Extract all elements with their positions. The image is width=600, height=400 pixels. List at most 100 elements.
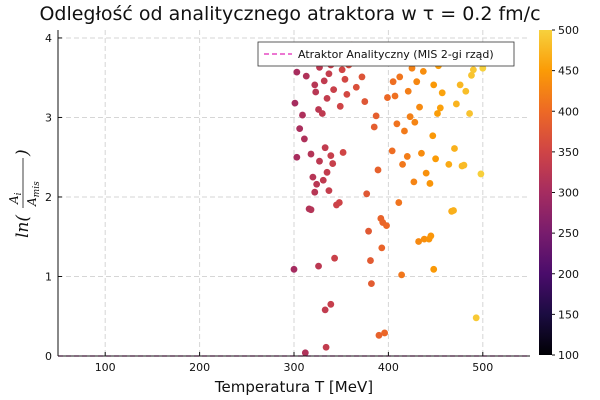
- scatter-point: [291, 99, 299, 107]
- scatter-point: [472, 314, 480, 322]
- scatter-point: [300, 135, 308, 143]
- scatter-point: [339, 149, 347, 156]
- scatter-point: [327, 152, 335, 160]
- scatter-point: [396, 73, 404, 81]
- colorbar-tick-label: 500: [558, 24, 579, 37]
- scatter-point: [420, 235, 428, 243]
- scatter-point: [363, 190, 371, 198]
- scatter-point: [319, 176, 327, 184]
- scatter-point: [378, 244, 386, 252]
- scatter-point: [321, 306, 329, 314]
- scatter-point: [307, 150, 315, 158]
- scatter-point: [301, 349, 309, 357]
- y-label-numerator: Ai: [7, 192, 24, 205]
- scatter-point: [460, 161, 468, 169]
- colorbar-tick-label: 300: [558, 187, 579, 200]
- scatter-point: [418, 149, 425, 157]
- scatter-point: [327, 300, 335, 308]
- scatter-point: [322, 343, 330, 351]
- scatter-point: [343, 91, 351, 98]
- colorbar-tick-label: 150: [558, 308, 579, 321]
- colorbar-tick-label: 200: [558, 268, 579, 281]
- scatter-point: [419, 67, 427, 75]
- scatter-point: [456, 81, 464, 89]
- scatter-point: [427, 232, 435, 240]
- scatter-point: [336, 102, 344, 110]
- scatter-point: [399, 160, 406, 168]
- scatter-point: [374, 166, 382, 174]
- scatter-point: [315, 262, 322, 270]
- x-tick-label: 300: [284, 361, 305, 374]
- scatter-point: [416, 103, 423, 111]
- x-tick-label: 500: [472, 361, 493, 374]
- y-label-prefix: ln(: [13, 215, 33, 238]
- scatter-point: [469, 66, 477, 74]
- scatter-point: [323, 168, 331, 176]
- scatter-point: [410, 178, 418, 186]
- scatter-point: [341, 75, 349, 83]
- scatter-point: [451, 145, 458, 152]
- scatter-point: [372, 112, 380, 120]
- scatter-point: [450, 207, 457, 214]
- scatter-point: [302, 72, 310, 80]
- scatter-point: [436, 104, 444, 112]
- colorbar-tick-label: 350: [558, 146, 579, 159]
- scatter-point: [325, 187, 333, 195]
- scatter-point: [381, 329, 389, 337]
- colorbar-ticks: 100 150 200 250 300 350 400 450 500: [552, 24, 579, 362]
- x-ticks: 100 200 300 400 500: [95, 352, 493, 374]
- scatter-point: [309, 173, 317, 181]
- x-tick-label: 100: [95, 361, 116, 374]
- colorbar-tick-label: 100: [558, 349, 579, 362]
- scatter-point: [384, 94, 391, 101]
- grid-layer: [58, 30, 530, 356]
- scatter-point: [389, 78, 397, 86]
- scatter-point: [468, 71, 475, 79]
- scatter-point: [404, 87, 412, 95]
- scatter-point: [321, 144, 329, 152]
- scatter-point: [320, 77, 328, 85]
- scatter-point: [330, 86, 338, 94]
- colorbar-gradient: [539, 30, 552, 355]
- y-ticks: 0 1 2 3 4: [45, 32, 62, 363]
- scatter-point: [479, 64, 487, 72]
- scatter-point: [403, 153, 411, 160]
- scatter-point: [358, 73, 366, 81]
- scatter-point: [413, 78, 421, 86]
- scatter-point: [368, 280, 375, 288]
- scatter-point: [430, 265, 438, 273]
- scatter-point: [367, 257, 374, 264]
- scatter-point: [361, 98, 369, 105]
- scatter-point: [370, 123, 378, 131]
- scatter-point: [335, 199, 343, 206]
- y-axis-label: ln( Ai Amis ): [7, 149, 42, 238]
- scatter-point: [375, 331, 383, 339]
- legend-box: [257, 41, 515, 67]
- x-tick-label: 400: [378, 361, 399, 374]
- scatter-point: [391, 92, 399, 100]
- scatter-point: [452, 100, 460, 108]
- scatter-point: [430, 81, 438, 89]
- scatter-point: [307, 206, 315, 214]
- y-tick-label: 2: [45, 191, 52, 204]
- scatter-point: [329, 160, 337, 167]
- colorbar-tick-label: 400: [558, 105, 579, 118]
- scatter-point: [401, 127, 408, 135]
- scatter-point: [429, 132, 437, 140]
- scatter-point: [323, 94, 331, 102]
- scatter-point: [426, 180, 434, 187]
- scatter-point: [312, 88, 320, 96]
- scatter-point: [318, 110, 326, 117]
- scatter-point: [477, 170, 485, 178]
- scatter-point: [313, 180, 321, 188]
- y-tick-label: 1: [45, 270, 52, 283]
- scatter-point: [432, 155, 439, 163]
- y-label-suffix: ): [13, 149, 33, 157]
- scatter-point: [311, 81, 319, 89]
- scatter-point: [352, 83, 360, 91]
- y-tick-label: 0: [45, 350, 52, 363]
- y-tick-label: 3: [45, 111, 52, 124]
- scatter-point: [395, 199, 403, 206]
- scatter-point: [466, 110, 473, 117]
